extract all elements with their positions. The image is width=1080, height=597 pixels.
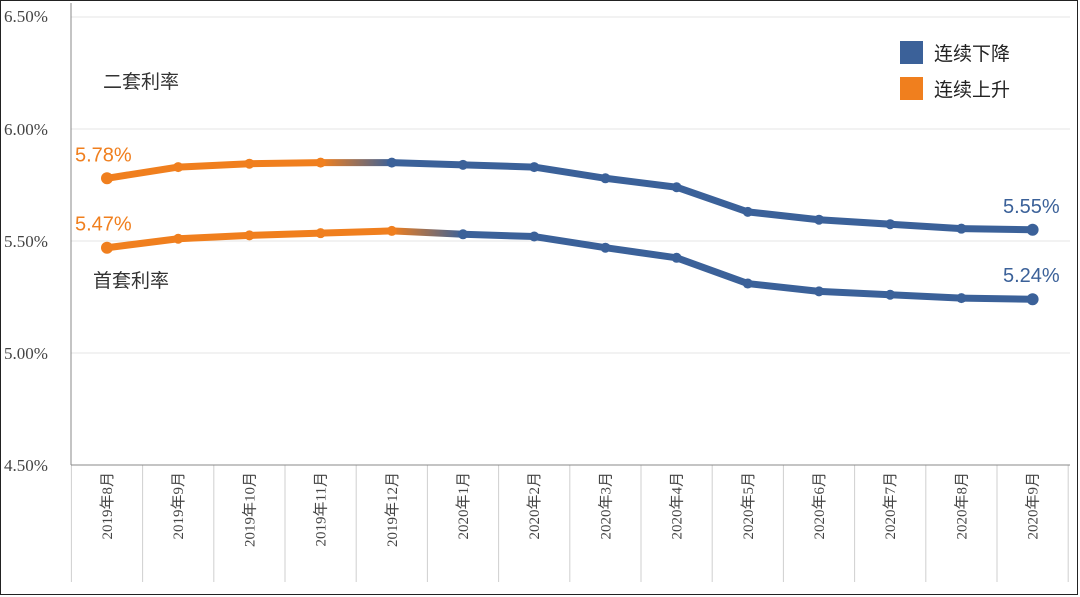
data-label: 5.47% — [75, 214, 132, 236]
legend-label-falling: 连续下降 — [934, 43, 1010, 65]
data-label: 5.24% — [1003, 265, 1060, 287]
data-point — [1026, 293, 1039, 306]
legend: 连续下降 连续上升 — [900, 41, 1010, 101]
series-label-second-home: 二套利率 — [103, 71, 179, 93]
x-tick-label: 2020年3月 — [597, 472, 614, 540]
data-point — [885, 289, 896, 300]
data-point — [742, 278, 753, 289]
data-label: 5.78% — [75, 144, 132, 166]
x-tick-label: 2020年9月 — [1025, 472, 1042, 540]
data-point — [742, 206, 753, 217]
x-tick-label: 2020年1月 — [455, 472, 472, 540]
x-tick-label: 2020年4月 — [669, 472, 686, 540]
data-point — [1026, 223, 1039, 236]
data-point — [244, 230, 255, 241]
data-point — [315, 157, 326, 168]
x-tick-labels: 2019年8月 2019年9月 2019年10月 2019年11月 2019年12月 20… — [99, 472, 1042, 547]
legend-swatch-rising — [900, 77, 923, 100]
series-segment — [317, 227, 396, 237]
data-point — [529, 231, 540, 242]
data-point — [600, 242, 611, 253]
series-points — [101, 157, 1039, 306]
series-segment — [673, 183, 752, 216]
y-tick-label: 6.00% — [4, 120, 48, 139]
series-segment — [103, 235, 182, 252]
legend-label-rising: 连续上升 — [934, 79, 1010, 101]
grid-lines — [71, 16, 1070, 354]
data-point — [101, 241, 113, 254]
series-segment — [174, 160, 253, 171]
series-segment — [815, 287, 894, 299]
y-tick-label: 4.50% — [4, 456, 48, 475]
series-segment — [174, 231, 253, 243]
series-segment — [530, 233, 609, 252]
series-segment — [388, 159, 467, 169]
series-segment — [744, 208, 823, 224]
series-segment — [957, 294, 1037, 303]
x-tick-label: 2019年8月 — [99, 472, 116, 540]
y-tick-label: 5.50% — [4, 232, 48, 251]
y-tick-label: 6.50% — [4, 7, 48, 26]
x-tick-label: 2019年11月 — [313, 472, 330, 546]
series-segment — [601, 174, 681, 191]
series-segment — [530, 163, 609, 182]
series-segment — [815, 216, 894, 228]
x-tick-label: 2020年7月 — [882, 472, 899, 540]
data-labels: 5.78% 5.47% 5.55% 5.24% — [75, 144, 1060, 287]
data-point — [244, 158, 255, 169]
data-point — [458, 229, 468, 240]
data-point — [173, 233, 184, 244]
series-segment — [886, 220, 965, 233]
data-point — [315, 228, 326, 239]
series-segment — [245, 229, 325, 239]
legend-swatch-falling — [900, 41, 923, 64]
series-segment — [459, 161, 538, 171]
x-tick-label: 2020年5月 — [740, 472, 757, 540]
data-point — [101, 172, 113, 185]
x-tick-label: 2019年9月 — [170, 472, 187, 540]
series-segment — [245, 159, 325, 168]
series-label-first-home: 首套利率 — [93, 270, 169, 292]
x-tick-label: 2020年2月 — [526, 472, 543, 540]
series-segment — [388, 227, 467, 238]
series-lines — [103, 159, 1037, 303]
data-point — [458, 159, 468, 170]
y-tick-labels: 6.50% 6.00% 5.50% 5.00% 4.50% — [4, 7, 48, 475]
x-tick-label: 2020年6月 — [811, 472, 828, 540]
x-tick-label: 2019年10月 — [241, 472, 258, 547]
data-point — [386, 157, 397, 168]
series-segment — [886, 291, 965, 302]
data-point — [173, 162, 184, 173]
x-tick-label: 2019年12月 — [384, 472, 401, 547]
series-segment — [601, 244, 681, 262]
x-tick-label: 2020年8月 — [953, 472, 970, 540]
data-point — [814, 286, 824, 297]
data-point — [885, 219, 896, 230]
axes — [70, 3, 1070, 582]
data-point — [956, 223, 967, 234]
series-segment — [957, 225, 1037, 234]
series-segment — [744, 280, 823, 295]
series-segment — [103, 163, 182, 182]
data-label: 5.55% — [1003, 196, 1060, 218]
data-point — [814, 214, 824, 225]
y-tick-label: 5.00% — [4, 344, 48, 363]
data-point — [956, 293, 967, 304]
series-segment — [673, 254, 752, 288]
data-point — [600, 173, 611, 184]
series-segment — [459, 230, 538, 241]
data-point — [386, 225, 397, 236]
data-point — [529, 162, 540, 173]
data-point — [671, 252, 682, 263]
data-point — [671, 182, 682, 193]
